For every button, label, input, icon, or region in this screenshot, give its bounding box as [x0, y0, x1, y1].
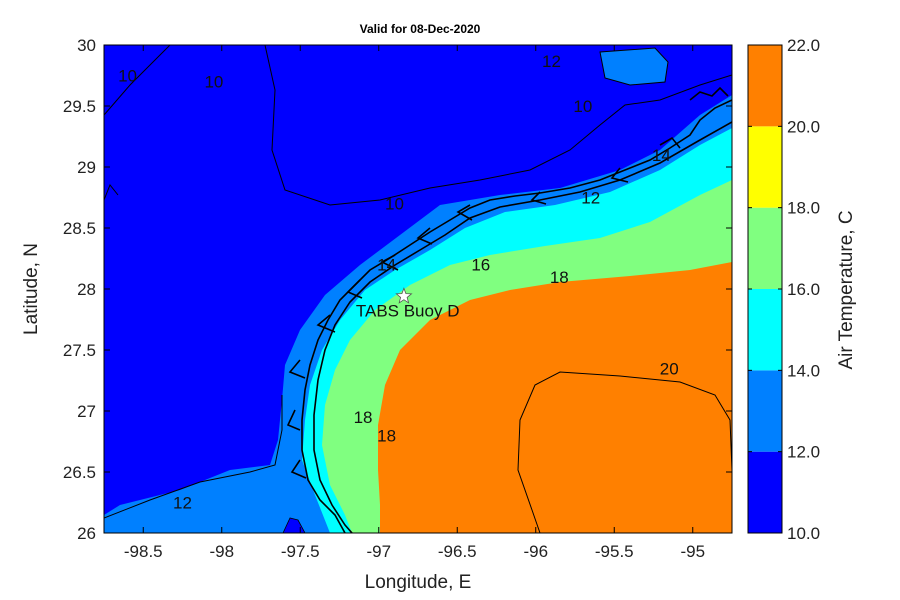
x-tick-label: -96.5	[438, 542, 477, 561]
y-tick-label: 26.5	[63, 463, 96, 482]
colorbar-segment	[748, 126, 782, 208]
x-tick-label: -97	[366, 542, 391, 561]
colorbar-tick-label: 20.0	[787, 117, 820, 136]
chart-title: Valid for 08-Dec-2020	[359, 22, 481, 36]
contour-10-north	[264, 45, 732, 206]
contour-10-spur	[104, 184, 119, 201]
y-axis-label: Latitude, N	[21, 243, 42, 335]
contour-label: 12	[581, 189, 600, 208]
colorbar-tick-label: 12.0	[787, 443, 820, 462]
buoy-star-icon	[395, 287, 413, 304]
map-plot-area	[104, 45, 732, 533]
x-tick-label: -95	[680, 542, 705, 561]
contour-label: 10	[118, 67, 137, 86]
contour-label: 10	[204, 73, 223, 92]
contour-label: 10	[385, 195, 404, 214]
contour-label: 12	[173, 494, 192, 513]
y-tick-label: 27.5	[63, 341, 96, 360]
colorbar-label: Air Temperature, C	[836, 210, 857, 369]
y-tick-label: 28.5	[63, 219, 96, 238]
y-tick-label: 29.5	[63, 97, 96, 116]
contour-10-west	[104, 45, 171, 116]
contour-label: 18	[377, 427, 396, 446]
x-tick-label: -97.5	[281, 542, 320, 561]
contour-label: 14	[377, 256, 396, 275]
band-18-20	[378, 262, 732, 533]
contour-label: 18	[354, 408, 373, 427]
contour-lines	[104, 45, 732, 533]
contour-label: 16	[471, 256, 490, 275]
coastline-bays	[286, 86, 729, 479]
colorbar-tick-label: 16.0	[787, 280, 820, 299]
contour-label: 12	[542, 52, 561, 71]
coastline-barrier	[313, 121, 732, 533]
contour-20	[517, 371, 732, 533]
coastline	[286, 86, 732, 533]
x-axis: -98.5 -98 -97.5 -97 -96.5 -96 -95.5 -95	[124, 45, 705, 561]
colorbar-segment	[748, 45, 782, 127]
y-axis: 26 26.5 27 27.5 28 28.5 29 29.5 30	[63, 36, 732, 543]
x-tick-label: -98	[209, 542, 234, 561]
contour-label: 20	[660, 359, 679, 378]
colorbar-segment	[748, 207, 782, 289]
y-tick-label: 27	[77, 402, 96, 421]
y-tick-label: 30	[77, 36, 96, 55]
colorbar-segment	[748, 451, 782, 533]
colorbar: 10.0 12.0 14.0 16.0 18.0 20.0 22.0	[747, 36, 820, 543]
colorbar-tick-label: 22.0	[787, 36, 820, 55]
x-tick-label: -96	[523, 542, 548, 561]
band-12-14-lake	[600, 48, 668, 85]
landform-south	[282, 517, 306, 533]
y-tick-label: 29	[77, 158, 96, 177]
colorbar-tick-label: 14.0	[787, 361, 820, 380]
x-tick-label: -95.5	[595, 542, 634, 561]
contour-label: 18	[550, 268, 569, 287]
colorbar-segment	[748, 289, 782, 371]
contour-label: 14	[652, 146, 671, 165]
x-axis-label: Longitude, E	[365, 572, 472, 593]
contour-12-lake	[599, 47, 669, 86]
colorbar-tick-label: 18.0	[787, 199, 820, 218]
contour-label: 10	[573, 97, 592, 116]
x-tick-label: -98.5	[124, 542, 163, 561]
colorbar-tick-label: 10.0	[787, 524, 820, 543]
buoy-label: TABS Buoy D	[356, 301, 460, 320]
colorbar-segment	[748, 370, 782, 452]
y-tick-label: 26	[77, 524, 96, 543]
contour-12-south	[104, 395, 283, 519]
y-tick-label: 28	[77, 280, 96, 299]
buoy-marker-group: TABS Buoy D	[356, 287, 460, 320]
